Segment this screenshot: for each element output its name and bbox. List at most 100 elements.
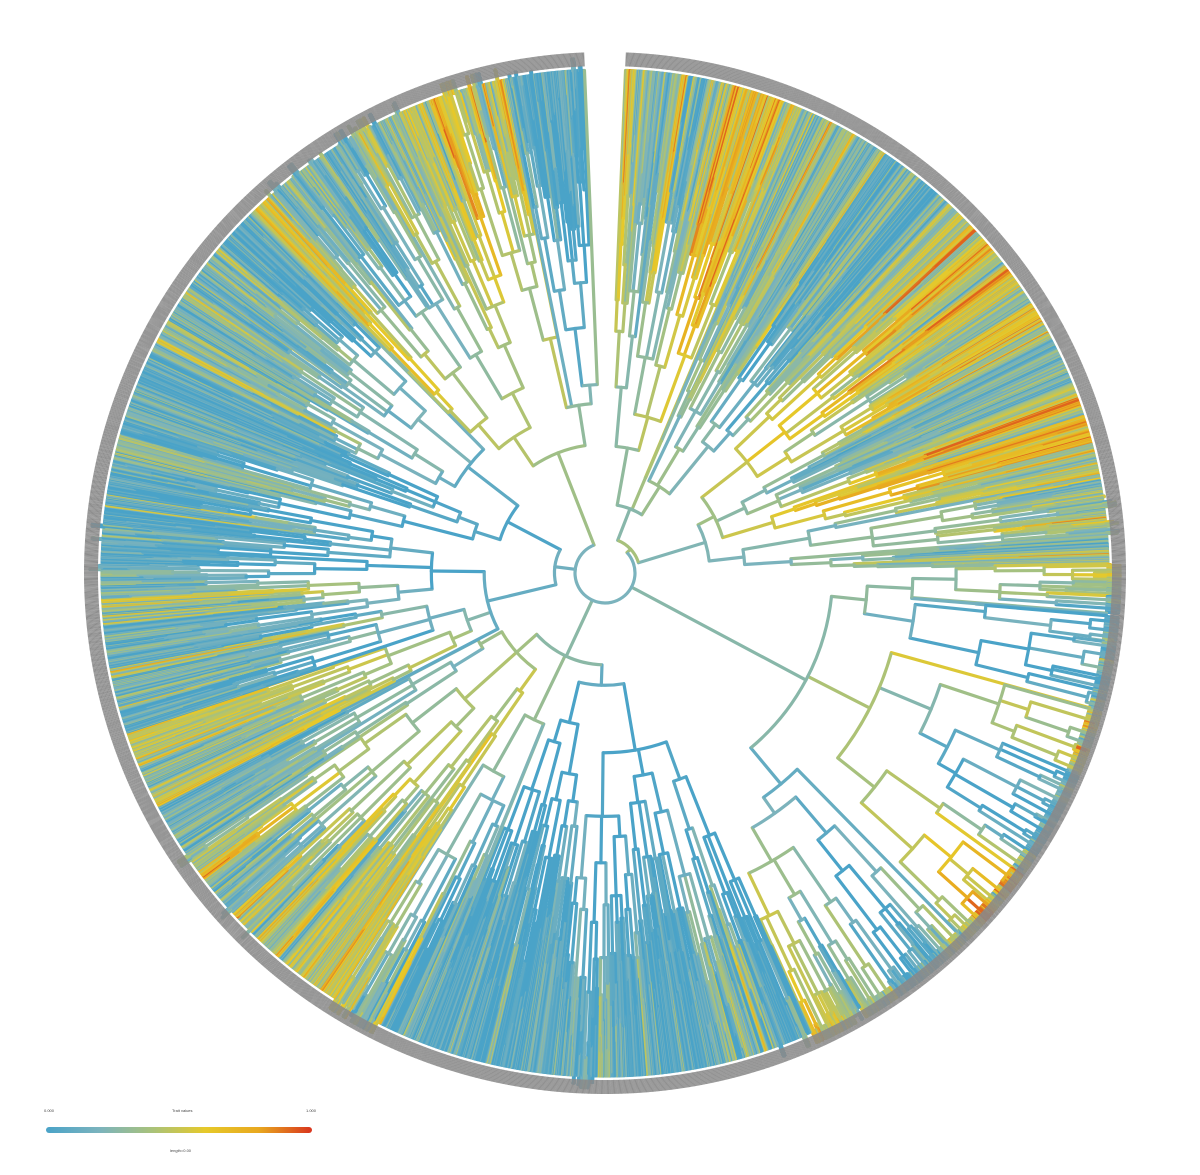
tree-branch xyxy=(738,300,754,325)
tree-branch xyxy=(627,222,637,293)
tree-branch xyxy=(747,178,759,202)
tree-branch xyxy=(747,269,782,328)
tree-branch xyxy=(990,721,1016,734)
tree-branch xyxy=(1071,579,1110,584)
tree-branch xyxy=(650,771,663,814)
tree-branch xyxy=(743,317,761,344)
tree-branch xyxy=(764,314,810,371)
tree-branch xyxy=(640,216,648,257)
tree-branch xyxy=(745,499,781,516)
tree-branch xyxy=(694,370,720,414)
tree-branch xyxy=(768,302,800,345)
tree-branch xyxy=(755,365,775,388)
tree-branch xyxy=(948,857,970,876)
tree-branch xyxy=(861,556,895,562)
tree-branch xyxy=(1027,646,1085,660)
tree-branch xyxy=(983,616,1053,628)
tree-branch xyxy=(593,986,598,1026)
tree-branch xyxy=(679,244,690,275)
tree-branch xyxy=(628,801,638,851)
tree-branch xyxy=(936,761,958,775)
tree-branch xyxy=(688,350,722,411)
tree-branch xyxy=(676,296,699,355)
tree-branch xyxy=(613,951,618,984)
tree-branch xyxy=(937,870,970,900)
tree-branch xyxy=(714,322,744,373)
tree-branch xyxy=(938,682,1001,706)
tree-branch xyxy=(878,925,905,958)
tree-branch xyxy=(769,507,797,519)
tree-branch xyxy=(718,323,749,375)
tree-branch xyxy=(918,731,949,749)
tree-branch xyxy=(676,147,692,209)
tree-branch xyxy=(636,747,645,777)
tree-branch xyxy=(1038,587,1068,592)
tree-branch xyxy=(755,316,773,340)
tree-branch xyxy=(628,907,635,960)
tree-branch xyxy=(737,324,776,380)
tree-branch xyxy=(786,309,802,329)
tree-branch xyxy=(834,896,855,924)
tree-branch xyxy=(645,364,662,419)
tree-branch xyxy=(635,300,648,358)
tree-branch xyxy=(664,189,674,224)
tree-branch xyxy=(791,321,816,351)
tree-branch xyxy=(708,187,729,245)
tree-branch xyxy=(664,740,682,781)
tree-branch xyxy=(651,211,665,275)
tree-branch xyxy=(622,194,630,267)
tree-branch xyxy=(642,127,654,202)
tree-branch xyxy=(617,814,622,838)
tree-branch xyxy=(698,321,718,361)
tree-branch xyxy=(719,340,748,385)
tree-branch xyxy=(619,916,625,956)
tree-branch xyxy=(632,774,640,805)
tree-branch xyxy=(745,430,787,464)
tree-branch xyxy=(637,253,645,294)
tree-branch xyxy=(619,893,624,920)
tree-branch xyxy=(730,190,759,255)
tree-branch xyxy=(788,272,834,331)
tree-branch xyxy=(644,290,661,360)
tree-branch xyxy=(770,323,807,369)
tree-branch xyxy=(707,555,746,563)
tree-branch xyxy=(636,202,642,225)
tree-branch xyxy=(681,276,696,318)
tree-branch xyxy=(979,638,1031,651)
tree-branch xyxy=(713,296,729,325)
tree-branch xyxy=(690,292,705,327)
tree-branch xyxy=(735,232,747,253)
tree-branch xyxy=(754,308,783,350)
tree-branch xyxy=(631,221,642,293)
tree-branch xyxy=(695,363,738,428)
tree-branch xyxy=(679,397,692,419)
tree-branch xyxy=(616,242,623,302)
tree-branch xyxy=(594,920,599,961)
tree-branch xyxy=(623,834,631,877)
tree-branch xyxy=(698,380,722,416)
tree-branch xyxy=(621,301,627,334)
tree-branch xyxy=(609,894,615,956)
tree-branch xyxy=(829,563,856,568)
tree-branch xyxy=(702,196,724,258)
tree-branch xyxy=(675,253,696,317)
tree-branch xyxy=(953,728,1002,752)
tree-branch xyxy=(1042,564,1112,569)
tree-branch xyxy=(709,250,733,306)
tree-branch xyxy=(806,523,838,533)
tree-branch xyxy=(997,597,1058,605)
tree-branch xyxy=(700,422,718,444)
tree-branch xyxy=(579,814,588,880)
tree-branch xyxy=(599,814,604,865)
tree-branch xyxy=(700,258,716,296)
tree-branch xyxy=(885,769,942,810)
tree-branch xyxy=(721,520,775,540)
tree-branch xyxy=(625,193,634,267)
tree-branch xyxy=(702,248,722,296)
tree-branch xyxy=(674,181,688,234)
tree-branch xyxy=(654,307,672,367)
tree-branch xyxy=(712,293,728,325)
tree-branch xyxy=(998,698,1031,712)
tree-branch xyxy=(823,512,847,521)
tree-branch xyxy=(611,951,616,1001)
